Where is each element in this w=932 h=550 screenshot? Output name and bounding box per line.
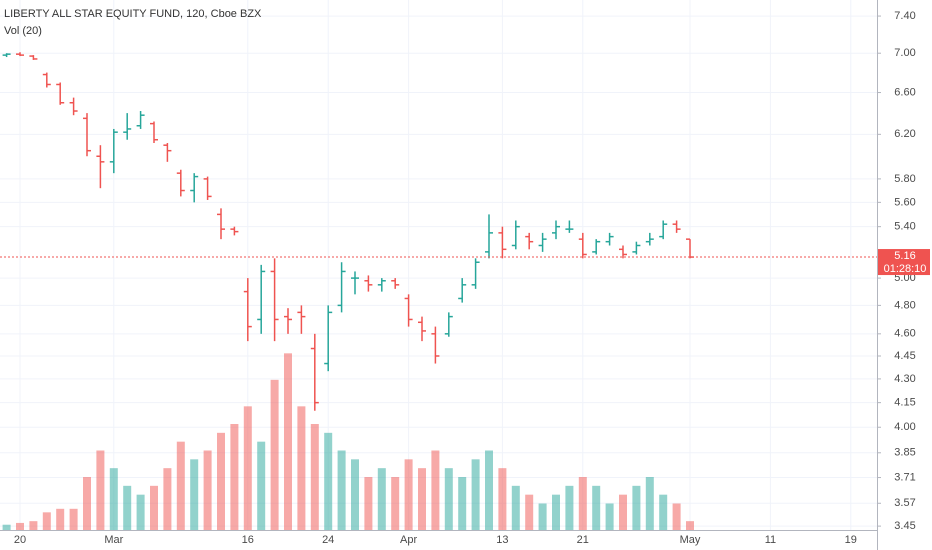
y-tick-label: 4.60 xyxy=(894,328,915,340)
last-price-box xyxy=(878,249,930,276)
volume-bar xyxy=(431,450,440,530)
volume-bar xyxy=(2,524,11,530)
y-tick-label: 4.80 xyxy=(894,299,915,311)
price-pane xyxy=(2,52,694,411)
x-tick-label: 13 xyxy=(496,534,508,546)
x-tick-label: 20 xyxy=(14,534,26,546)
volume-bar xyxy=(136,494,145,530)
volume-bar xyxy=(391,477,400,530)
volume-bar xyxy=(284,353,292,530)
volume-bar xyxy=(270,379,279,530)
y-tick-label: 3.57 xyxy=(894,497,915,509)
volume-bar xyxy=(458,477,467,530)
volume-bar xyxy=(16,522,24,530)
axes: 7.407.006.606.205.805.605.405.004.804.60… xyxy=(0,10,930,546)
x-tick-label: Mar xyxy=(104,534,123,546)
y-tick-label: 6.20 xyxy=(894,128,915,140)
y-tick-label: 5.60 xyxy=(894,196,915,208)
volume-label: Vol (20) xyxy=(4,25,42,37)
last-price-label: 5.16 xyxy=(894,250,915,262)
volume-bar xyxy=(29,521,38,530)
volume-bar xyxy=(56,508,65,530)
y-tick-label: 7.40 xyxy=(894,10,915,22)
x-tick-label: Apr xyxy=(400,534,417,546)
volume-bar xyxy=(337,450,346,530)
volume-bar xyxy=(672,503,681,530)
volume-bar xyxy=(511,485,520,530)
y-tick-label: 7.00 xyxy=(894,47,915,59)
volume-bar xyxy=(42,512,51,530)
volume-bar xyxy=(83,477,91,530)
y-tick-label: 4.30 xyxy=(894,373,915,385)
volume-bar xyxy=(418,468,426,530)
countdown: 01:28:10 xyxy=(884,263,927,275)
y-tick-label: 5.40 xyxy=(894,221,915,233)
volume-bar xyxy=(686,521,694,530)
y-tick-label: 5.80 xyxy=(894,173,915,185)
volume-bar xyxy=(310,424,319,530)
volume-bar xyxy=(619,494,627,530)
x-tick-label: May xyxy=(680,534,701,546)
volume-bar xyxy=(471,459,480,530)
volume-bar xyxy=(243,406,252,530)
volume-bar xyxy=(525,494,534,530)
volume-bar xyxy=(578,477,587,530)
volume-bar xyxy=(444,468,453,530)
volume-bar xyxy=(659,494,668,530)
y-tick-label: 3.71 xyxy=(894,471,915,483)
volume-bar xyxy=(217,432,225,530)
volume-bar xyxy=(163,468,172,530)
volume-bar xyxy=(230,424,239,530)
volume-bar xyxy=(203,450,212,530)
x-tick-label: 21 xyxy=(577,534,589,546)
volume-bar xyxy=(404,459,413,530)
y-tick-label: 4.45 xyxy=(894,350,915,362)
y-tick-label: 6.60 xyxy=(894,86,915,98)
volume-bar xyxy=(351,459,359,530)
x-tick-label: 16 xyxy=(242,534,254,546)
volume-bar xyxy=(565,485,574,530)
volume-bar xyxy=(645,477,654,530)
chart-title: LIBERTY ALL STAR EQUITY FUND, 120, Cboe … xyxy=(4,8,262,20)
y-tick-label: 4.15 xyxy=(894,397,915,409)
volume-bar xyxy=(150,485,158,530)
volume-bar xyxy=(377,468,386,530)
y-tick-label: 4.00 xyxy=(894,421,915,433)
y-tick-label: 3.85 xyxy=(894,447,915,459)
volume-bar xyxy=(364,477,373,530)
volume-bar xyxy=(485,450,493,530)
volume-bar xyxy=(176,441,185,530)
volume-bar xyxy=(190,459,199,530)
volume-bar xyxy=(632,485,641,530)
x-tick-label: 19 xyxy=(845,534,857,546)
volume-bar xyxy=(123,485,132,530)
volume-pane xyxy=(2,353,694,530)
volume-bar xyxy=(498,468,507,530)
x-tick-label: 11 xyxy=(765,534,776,546)
volume-bar xyxy=(297,406,306,530)
volume-bar xyxy=(96,450,105,530)
volume-bar xyxy=(592,485,601,530)
volume-bar xyxy=(605,503,614,530)
volume-bar xyxy=(538,503,547,530)
x-tick-label: 24 xyxy=(322,534,334,546)
volume-bar xyxy=(552,494,560,530)
volume-bar xyxy=(257,441,266,530)
y-tick-label: 3.45 xyxy=(894,520,915,532)
volume-bar xyxy=(324,432,333,530)
volume-bar xyxy=(69,508,78,530)
volume-bar xyxy=(109,468,118,530)
